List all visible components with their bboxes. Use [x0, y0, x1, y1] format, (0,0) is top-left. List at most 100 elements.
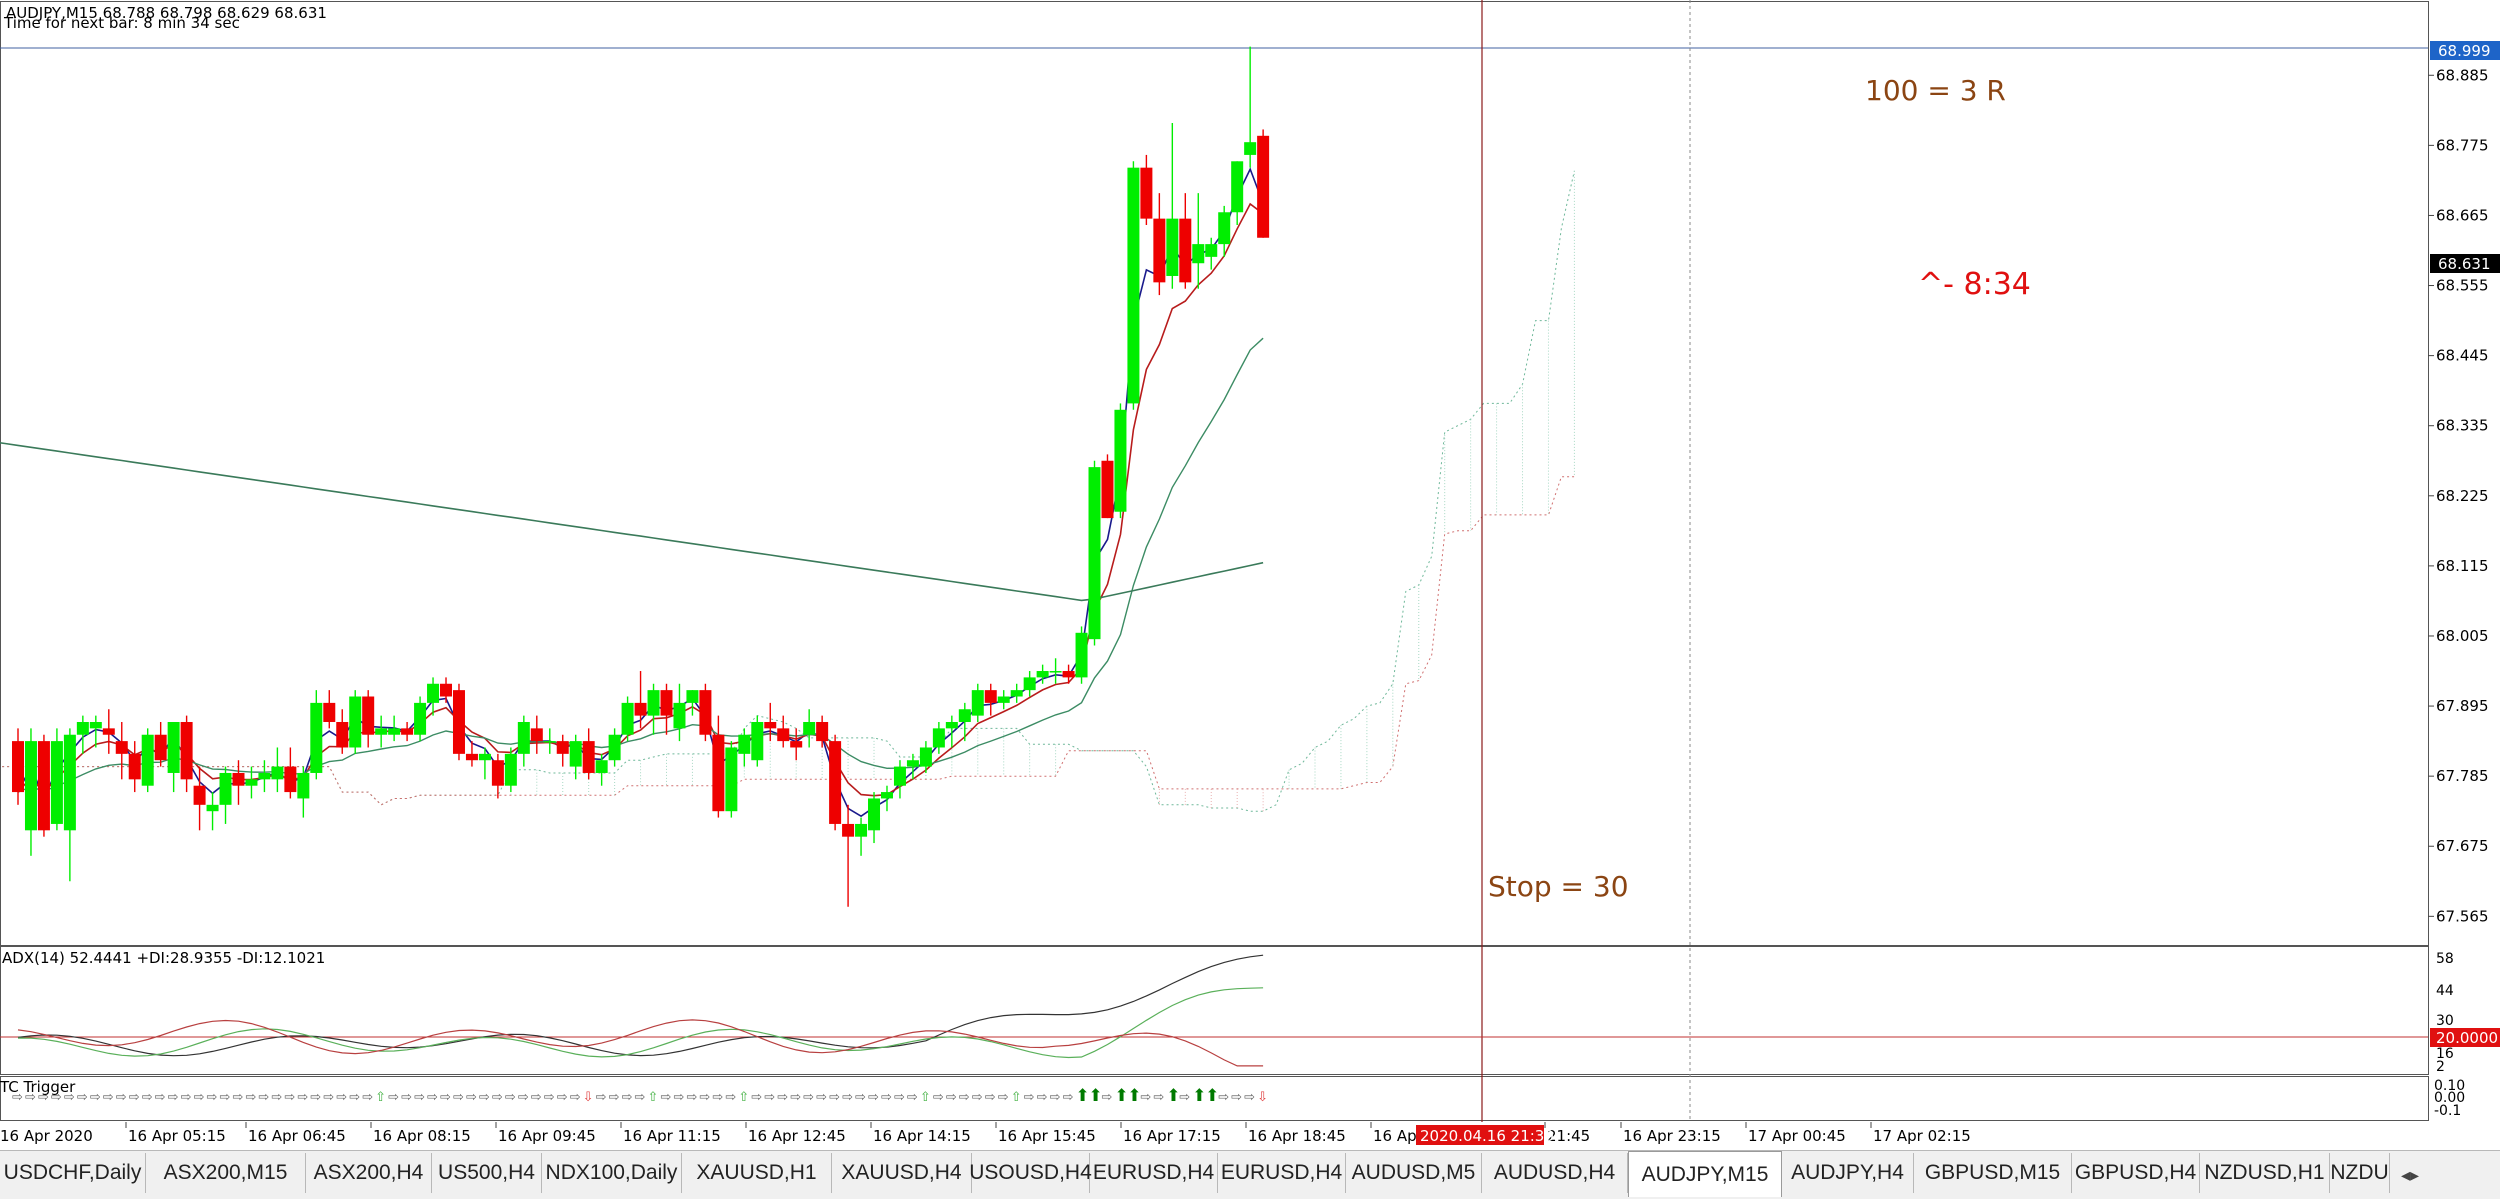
candle-body — [193, 785, 206, 805]
candle — [790, 728, 803, 761]
price-tick-label: 68.445 — [2436, 347, 2489, 365]
tc-signal-arrow: ⇨ — [388, 1090, 399, 1105]
candle — [401, 721, 414, 742]
candle-body — [297, 772, 310, 799]
symbol-tab[interactable]: EURUSD,H4 — [1218, 1153, 1346, 1193]
symbol-tab[interactable]: USDCHF,Daily — [0, 1153, 146, 1193]
symbol-tab[interactable]: EURUSD,H4 — [1090, 1153, 1218, 1193]
candle — [478, 747, 491, 780]
candle-body — [945, 721, 958, 729]
candle-body — [906, 760, 919, 767]
candle — [569, 734, 582, 780]
candle-body — [997, 696, 1010, 703]
adx-tick-label: 44 — [2436, 983, 2454, 999]
candle — [310, 690, 323, 780]
adx-line — [17, 954, 1264, 1057]
time-axis-label: 16 Apr 12:45 — [748, 1127, 846, 1145]
tc-signal-arrow: ⇨ — [142, 1090, 153, 1105]
candle-body — [569, 741, 582, 767]
symbol-tab-label: EURUSD,H4 — [1092, 1161, 1215, 1184]
tc-tick-label: -0.1 — [2434, 1103, 2461, 1119]
candle — [764, 702, 777, 742]
candle-body — [284, 766, 297, 793]
price-tick-label: 68.005 — [2436, 627, 2489, 645]
candle-body — [984, 690, 997, 703]
tc-signal-arrow: ⇨ — [116, 1090, 127, 1105]
symbol-tab[interactable]: NDX100,Daily — [542, 1153, 682, 1193]
candle-body — [1036, 671, 1049, 678]
tc-signal-arrow: ⇧ — [648, 1090, 659, 1105]
candle — [388, 715, 401, 742]
candle — [37, 734, 50, 837]
candle-body — [958, 709, 971, 722]
tc-signal-arrow: ⇨ — [155, 1090, 166, 1105]
candle — [1036, 664, 1049, 684]
candle-body — [154, 734, 167, 761]
candle-body — [1023, 677, 1036, 691]
candle — [984, 683, 997, 716]
symbol-tab[interactable]: AUDJPY,M15 — [1628, 1151, 1782, 1197]
candle — [180, 715, 193, 793]
candle-body — [491, 760, 504, 786]
candle-body — [880, 792, 893, 799]
symbol-tab-label: USDCHF,Daily — [3, 1161, 142, 1184]
adx-label: ADX(14) 52.4441 +DI:28.9355 -DI:12.1021 — [2, 949, 325, 967]
candle-body — [777, 728, 790, 742]
symbol-tab[interactable]: ASX200,M15 — [146, 1153, 306, 1193]
candle-body — [634, 702, 647, 716]
candle-body — [219, 772, 232, 805]
symbol-tab[interactable]: US500,H4 — [432, 1153, 542, 1193]
tc-signal-arrow: ⇨ — [1153, 1090, 1164, 1105]
candle — [452, 683, 465, 761]
candle — [673, 683, 686, 742]
symbol-tab[interactable]: NZDU — [2330, 1153, 2390, 1193]
tc-signal-arrow: ⇨ — [25, 1090, 36, 1105]
candle-body — [12, 741, 24, 793]
symbol-tab[interactable]: XAUUSD,H1 — [682, 1153, 832, 1193]
price-tick-label: 68.555 — [2436, 277, 2489, 295]
candle-body — [543, 741, 556, 743]
tc-signal-arrow: ⇨ — [38, 1090, 49, 1105]
candle-body — [764, 721, 777, 729]
symbol-tab[interactable]: GBPUSD,M15 — [1914, 1153, 2072, 1193]
symbol-tab[interactable]: AUDUSD,M5 — [1346, 1153, 1482, 1193]
symbol-tab[interactable]: USOUSD,H4 — [969, 1153, 1092, 1193]
tc-signal-arrow: ⇨ — [1244, 1090, 1255, 1105]
candle — [349, 690, 362, 754]
candle-body — [102, 728, 115, 735]
symbol-tab-label: GBPUSD,M15 — [1924, 1161, 2061, 1184]
tc-signal-arrow: ⇨ — [90, 1090, 101, 1105]
symbol-tab[interactable]: AUDJPY,H4 — [1782, 1153, 1914, 1193]
symbol-tab-label: USOUSD,H4 — [969, 1161, 1092, 1184]
candle-body — [50, 741, 63, 824]
target-annotation: 100 = 3 R — [1865, 74, 2006, 107]
candle — [219, 766, 232, 824]
tc-signal-arrow: ⇨ — [907, 1090, 918, 1105]
tc-signal-arrow: ⬆ — [1127, 1086, 1141, 1106]
symbol-tab[interactable]: XAUUSD,H4 — [832, 1153, 972, 1193]
candle — [1088, 460, 1101, 646]
candle — [193, 766, 206, 831]
candle — [491, 753, 504, 799]
tc-signal-arrow: ⇨ — [764, 1090, 775, 1105]
price-tick-label: 68.115 — [2436, 557, 2489, 575]
candle-body — [1075, 632, 1088, 678]
symbol-tab[interactable]: AUDUSD,H4 — [1482, 1153, 1628, 1193]
tc-signal-arrow: ⇨ — [894, 1090, 905, 1105]
price-tick-label: 68.225 — [2436, 487, 2489, 505]
tc-signal-arrow: ⇨ — [336, 1090, 347, 1105]
candle — [115, 721, 128, 780]
price-chart[interactable]: ⇨ ⇨ ⇨ ⇨ ⇨ ⇨ ⇨ ⇨ ⇨ ⇨ ⇨ ⇨ ⇨ ⇨ ⇨ ⇨ ⇨ ⇨ ⇨ ⇨ ⇨ ⇨ ⇨ ⇨ ⇨ ⇨ ⇨ ⇨ ⇧ ⇨ ⇨ ⇨ ⇨ ⇨ ⇨ ⇨ ⇨ ⇨ ⇨ ⇨… — [0, 0, 2500, 1150]
symbol-tab[interactable]: NZDUSD,H1 — [2200, 1153, 2330, 1193]
candle — [336, 709, 349, 754]
candle — [63, 728, 76, 882]
tc-panel-frame — [0, 1076, 2429, 1121]
symbol-tab[interactable]: GBPUSD,H4 — [2072, 1153, 2200, 1193]
tab-scroll-arrows[interactable]: ◂▸ — [2400, 1164, 2420, 1186]
candle-body — [323, 702, 336, 722]
candle — [880, 785, 893, 812]
candle-body — [141, 734, 154, 786]
symbol-tab[interactable]: ASX200,H4 — [306, 1153, 432, 1193]
time-axis-label: 16 Apr 14:15 — [873, 1127, 971, 1145]
